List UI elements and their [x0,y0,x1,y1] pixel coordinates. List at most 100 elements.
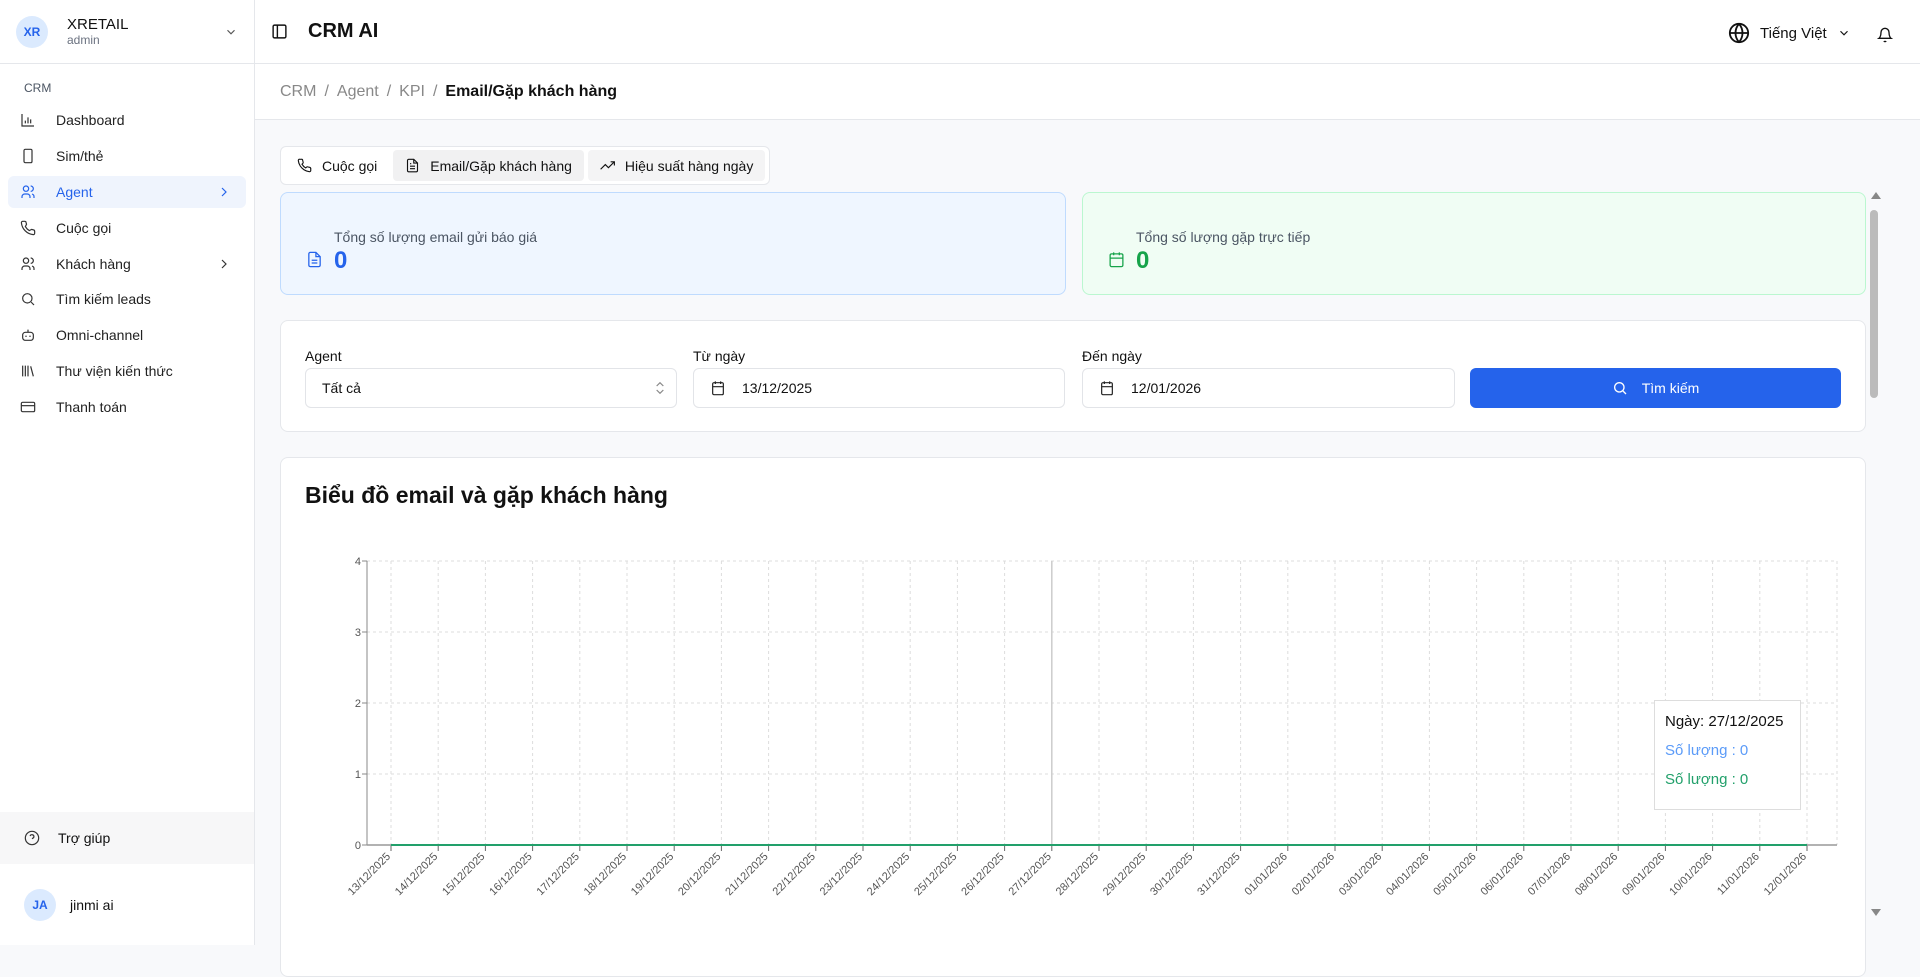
chevrons-up-down-icon [656,381,664,395]
kpi-tabs: Cuộc gọi Email/Gặp khách hàng Hiệu suất … [280,146,771,185]
x-tick-label: 06/01/2026 [1479,851,1526,898]
tab-label: Email/Gặp khách hàng [430,157,572,174]
agent-select[interactable]: Tất cả [305,368,677,408]
chart-tooltip: Ngày: 27/12/2025 Số lượng : 0 Số lượng :… [1654,700,1801,810]
x-tick-label: 01/01/2026 [1243,851,1290,898]
sidebar-item-agent[interactable]: Agent [8,176,246,208]
stat-label: Tổng số lượng gặp trực tiếp [1136,229,1311,245]
globe-icon [1728,22,1750,44]
y-tick-label: 2 [355,698,361,710]
help-label: Trợ giúp [58,830,111,846]
chevron-down-icon [227,29,235,35]
from-date-value: 13/12/2025 [742,380,813,396]
stat-value: 0 [1136,247,1150,274]
language-select[interactable]: Tiếng Việt [1728,22,1851,44]
meeting-stat-card: Tổng số lượng gặp trực tiếp 0 [1082,192,1866,295]
sidebar-item-thanh-to-n[interactable]: Thanh toán [8,391,246,423]
x-tick-label: 10/01/2026 [1667,851,1714,898]
stat-value: 0 [334,247,348,274]
help-link[interactable]: Trợ giúp [0,812,254,864]
x-tick-label: 07/01/2026 [1526,851,1573,898]
to-date-value: 12/01/2026 [1131,380,1202,396]
tab-label: Hiệu suất hàng ngày [624,157,754,174]
x-tick-label: 15/12/2025 [440,851,487,898]
to-date-label: Đến ngày [1082,348,1142,364]
sidebar-item-label: Agent [56,184,93,200]
scrollbar[interactable] [1866,192,1886,922]
x-tick-label: 21/12/2025 [723,851,770,898]
tooltip-meeting-count: Số lượng : 0 [1665,771,1749,788]
calendar-icon [1109,252,1124,268]
users-icon [21,185,35,198]
x-tick-label: 24/12/2025 [865,851,912,898]
file-text-icon [308,251,321,268]
x-tick-label: 02/01/2026 [1290,851,1337,898]
x-tick-label: 30/12/2025 [1148,851,1195,898]
from-date-input[interactable]: 13/12/2025 [693,368,1065,408]
breadcrumb-agent[interactable]: Agent [336,82,379,100]
x-tick-label: 14/12/2025 [393,851,440,898]
tab-calls[interactable]: Cuộc gọi [285,150,389,181]
language-label: Tiếng Việt [1760,24,1827,42]
sidebar-item-sim-th-[interactable]: Sim/thẻ [8,140,246,172]
search-button[interactable]: Tìm kiếm [1470,368,1841,408]
x-tick-label: 27/12/2025 [1007,851,1054,898]
search-icon [22,293,35,306]
org-switcher[interactable]: XR XRETAIL admin [0,0,254,64]
x-tick-label: 09/01/2026 [1620,851,1667,898]
x-tick-label: 16/12/2025 [487,851,534,898]
x-tick-label: 13/12/2025 [346,851,393,898]
stat-label: Tổng số lượng email gửi báo giá [334,229,538,245]
x-tick-label: 17/12/2025 [535,851,582,898]
sidebar-toggle-icon[interactable] [271,23,288,40]
sidebar-item-kh-ch-h-ng[interactable]: Khách hàng [8,248,246,280]
scroll-up-arrow[interactable] [1871,192,1881,199]
x-tick-label: 12/01/2026 [1762,851,1809,898]
calendar-icon [1101,381,1113,396]
agent-label: Agent [305,348,342,364]
chevron-right-icon [221,187,227,197]
sidebar-item-omni-channel[interactable]: Omni-channel [8,319,246,351]
sidebar-item-dashboard[interactable]: Dashboard [8,104,246,136]
sidebar-item-t-m-ki-m-leads[interactable]: Tìm kiếm leads [8,283,246,315]
x-tick-label: 25/12/2025 [912,851,959,898]
file-text-icon [407,158,419,173]
email-stat-card: Tổng số lượng email gửi báo giá 0 [280,192,1066,295]
avatar: JA [24,889,56,921]
breadcrumb-crm[interactable]: CRM [280,82,317,100]
chevron-down-icon [1839,30,1848,36]
to-date-input[interactable]: 12/01/2026 [1082,368,1455,408]
tab-email-meeting[interactable]: Email/Gặp khách hàng [393,150,584,181]
x-tick-label: 26/12/2025 [959,851,1006,898]
tooltip-email-count: Số lượng : 0 [1665,742,1749,759]
user-menu[interactable]: JA jinmi ai [24,889,114,921]
search-icon [1613,382,1627,395]
sidebar-item-label: Thanh toán [56,399,127,415]
sidebar-item-label: Thư viện kiến thức [56,363,173,379]
x-tick-label: 23/12/2025 [818,851,865,898]
top-bar: CRM AI Tiếng Việt [255,0,1920,64]
scroll-down-arrow[interactable] [1871,909,1881,916]
breadcrumb-kpi[interactable]: KPI [399,82,425,100]
breadcrumb: CRM / Agent / KPI / Email/Gặp khách hàng [255,64,1920,120]
tab-daily-performance[interactable]: Hiệu suất hàng ngày [587,150,766,181]
org-name: XRETAIL [67,16,129,33]
sidebar-item-th-vi-n-ki-n-th-c[interactable]: Thư viện kiến thức [8,355,246,387]
sidebar: XR XRETAIL admin CRM Dashboard Sim/thẻ Agen… [0,0,255,945]
sidebar-item-label: Omni-channel [56,327,144,343]
x-tick-label: 18/12/2025 [582,851,629,898]
scroll-thumb[interactable] [1870,210,1878,398]
from-date-label: Từ ngày [693,348,746,364]
library-icon [22,365,34,377]
email-meeting-chart[interactable]: 0 1 2 3 4 13/12/2025 14/12/2025 15/12/2025 16/12… [330,540,1860,920]
bell-icon[interactable] [1877,27,1893,43]
sidebar-item-label: Sim/thẻ [56,148,104,164]
sidebar-item-cu-c-g-i[interactable]: Cuộc gọi [8,212,246,244]
credit-card-icon [20,401,36,413]
x-tick-label: 19/12/2025 [629,851,676,898]
x-tick-label: 31/12/2025 [1195,851,1242,898]
app-title: CRM AI [308,20,379,42]
sidebar-item-label: Cuộc gọi [56,220,112,236]
tooltip-date: 27/12/2025 [1708,713,1784,730]
x-tick-label: 03/01/2026 [1337,851,1384,898]
